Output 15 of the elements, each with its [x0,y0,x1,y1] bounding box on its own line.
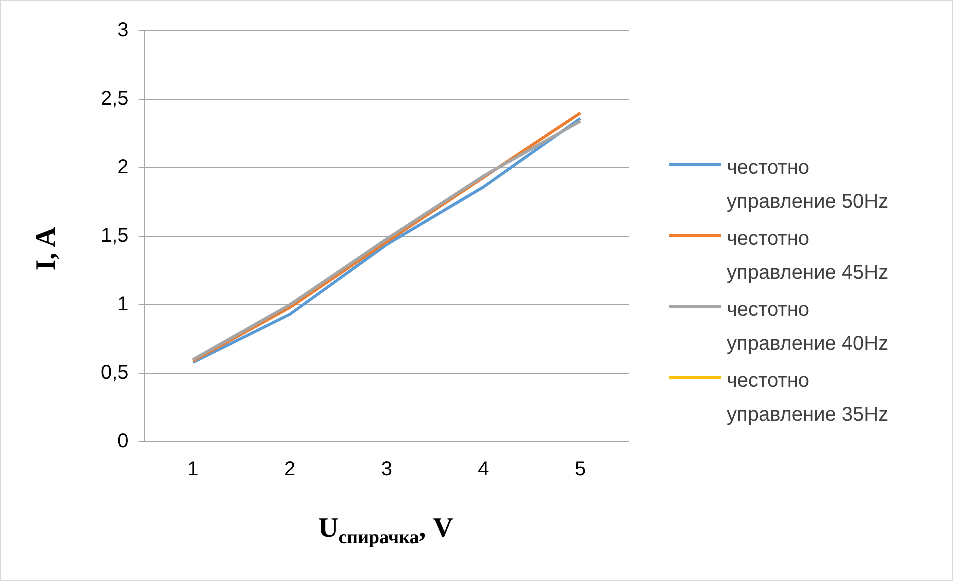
x-tick-label: 5 [575,458,586,481]
x-tick-label: 3 [381,458,392,481]
y-tick-label: 1 [118,294,129,316]
y-tick-label: 1,5 [100,225,129,248]
y-tick-label: 3 [118,20,129,42]
x-tick-label: 4 [478,458,490,481]
x-axis-title: U$_{спирачка}$, V [318,513,454,550]
y-axis-title: I, A [31,227,63,271]
y-tick-label: 0,5 [100,362,129,384]
y-tick-label: 2 [118,156,129,179]
x-tick-label: 2 [284,458,296,481]
legend-label: честотно управление 35Hz [727,369,890,428]
y-tick-label: 0 [118,430,129,453]
x-tick-label: 1 [188,458,199,481]
y-tick-label: 2,5 [100,88,129,110]
